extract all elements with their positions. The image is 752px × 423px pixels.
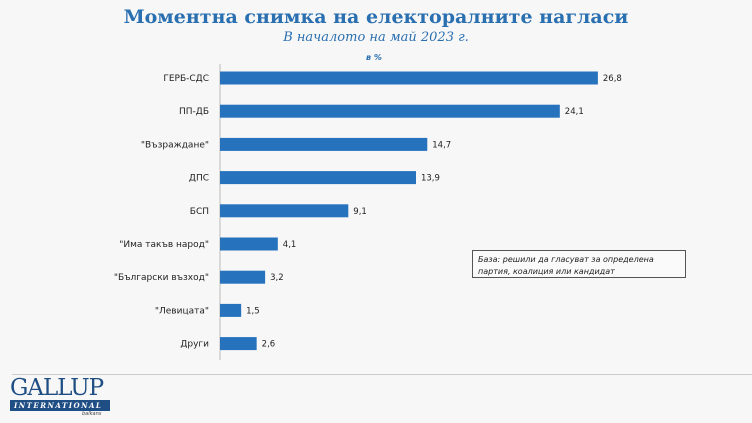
value-label: 26,8 [603,74,622,84]
gallup-logo: GALLUP INTERNATIONAL balkans [10,376,110,417]
value-label: 24,1 [565,107,584,117]
category-label: "Левицата" [155,306,209,316]
value-label: 9,1 [353,207,367,217]
value-label: 14,7 [432,140,451,150]
footer-divider [12,374,752,375]
value-label: 1,5 [246,306,260,316]
value-label: 3,2 [270,273,284,283]
bar [220,237,278,251]
bar [220,204,349,218]
value-label: 2,6 [262,340,276,350]
bar [220,137,428,151]
value-label: 4,1 [283,240,297,250]
category-label: "Има такъв народ" [119,240,209,250]
unit-label: в % [366,53,382,62]
logo-region: balkans [82,411,102,417]
logo-name: GALLUP [10,375,104,401]
category-label: "Възраждане" [141,140,209,150]
bar [220,270,266,284]
category-label: ПП-ДБ [179,107,209,117]
category-label: "Български възход" [114,273,209,283]
bar [220,104,560,118]
base-note: База: решили да гласуват за определена п… [472,250,686,278]
bar [220,71,598,85]
value-label: 13,9 [421,174,440,184]
category-label: ГЕРБ-СДС [163,74,209,84]
category-label: БСП [190,207,209,217]
bar [220,337,257,351]
bar [220,303,242,317]
bar [220,171,416,185]
bar-chart: ГЕРБ-СДС 26,8 ПП-ДБ 24,1 "Възраждане" 14,7 ДПС… [114,64,622,360]
chart-subtitle: В началото на май 2023 г. [283,30,469,45]
logo-sub: INTERNATIONAL [10,400,110,411]
category-label: Други [180,340,209,350]
category-label: ДПС [189,174,209,184]
chart-title: Моментна снимка на електоралните нагласи [123,6,629,28]
